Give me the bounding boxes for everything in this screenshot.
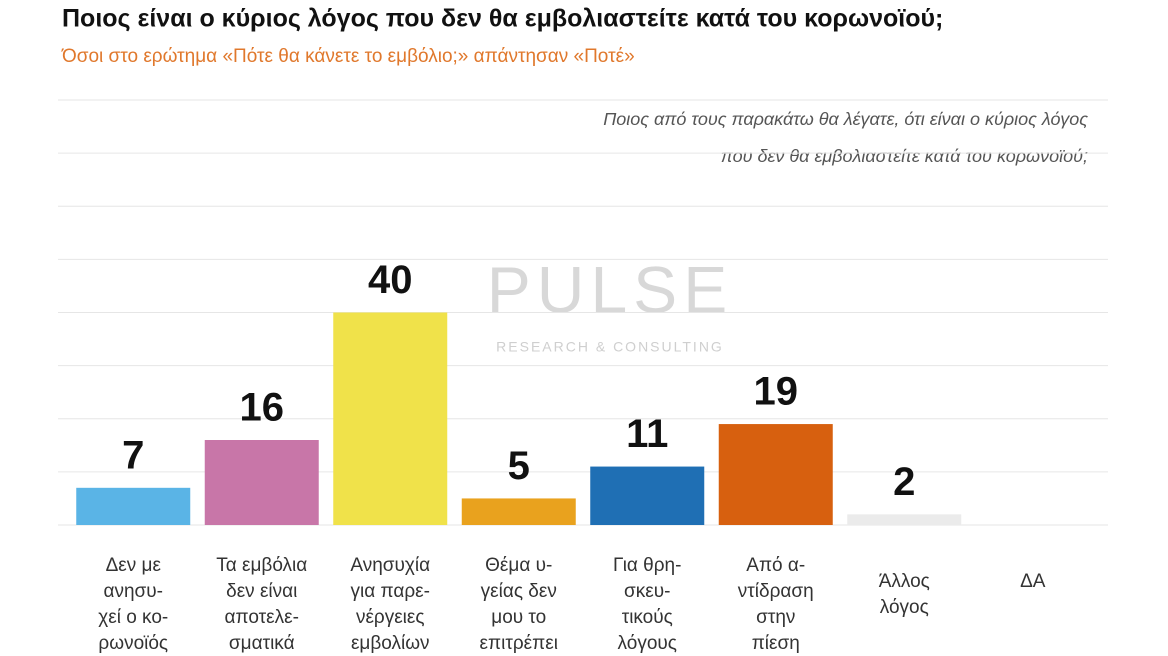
- x-tick-label: μου το: [491, 607, 546, 628]
- annotation: Ποιος από τους παρακάτω θα λέγατε, ότι ε…: [603, 109, 1088, 129]
- value-label: 2: [893, 460, 915, 504]
- x-tick-label: ΔΑ: [1020, 571, 1046, 592]
- x-tick-label: τικούς: [622, 607, 673, 628]
- x-tick-label: ντίδραση: [738, 581, 814, 602]
- x-tick-label: εμβολίων: [351, 633, 430, 654]
- x-tick-label: δεν είναι: [226, 581, 297, 602]
- x-tick-label: σματικά: [229, 633, 295, 654]
- x-tick-label: Για θρη-: [613, 555, 681, 576]
- annotation: που δεν θα εμβολιαστείτε κατά του κορωνο…: [721, 146, 1088, 166]
- x-tick-label: στην: [756, 607, 795, 628]
- x-tick-label: Δεν με: [106, 555, 162, 576]
- value-label: 5: [508, 444, 530, 488]
- watermark: PULSE: [487, 252, 733, 326]
- x-tick-label: επιτρέπει: [480, 633, 558, 654]
- value-label: 19: [754, 370, 799, 414]
- x-tick-label: σκευ-: [624, 581, 670, 602]
- x-tick-label: Τα εμβόλια: [216, 555, 307, 576]
- bar: [590, 466, 705, 525]
- x-tick-label: χεί ο κο-: [98, 607, 168, 628]
- value-label: 11: [626, 412, 668, 456]
- x-tick-label: ανησυ-: [104, 581, 164, 602]
- bar: [76, 487, 191, 525]
- bar: [333, 312, 448, 525]
- x-tick-label: αποτελε-: [225, 607, 299, 628]
- value-label: 40: [368, 258, 413, 302]
- x-tick-label: λόγος: [880, 597, 929, 618]
- x-tick-label: νέργειες: [356, 607, 425, 628]
- x-tick-label: λόγους: [618, 633, 677, 654]
- bar: [461, 498, 576, 525]
- x-tick-label: Άλλος: [879, 571, 930, 592]
- x-tick-label: Θέμα υ-: [485, 555, 552, 576]
- chart-title: Ποιος είναι ο κύριος λόγος που δεν θα εμ…: [62, 5, 943, 33]
- bar: [718, 424, 833, 525]
- watermark: RESEARCH & CONSULTING: [496, 339, 724, 355]
- chart-subtitle: Όσοι στο ερώτημα «Πότε θα κάνετε το εμβό…: [61, 46, 635, 67]
- x-tick-label: για παρε-: [351, 581, 430, 602]
- x-tick-label: Ανησυχία: [350, 555, 430, 576]
- bar: [847, 514, 962, 525]
- x-tick-label: Από α-: [746, 555, 805, 576]
- x-tick-label: ρωνοϊός: [98, 633, 168, 654]
- bar: [204, 440, 319, 525]
- x-tick-label: πίεση: [752, 633, 800, 654]
- x-tick-label: γείας δεν: [481, 581, 557, 602]
- value-label: 16: [240, 386, 285, 430]
- value-label: 7: [122, 433, 144, 477]
